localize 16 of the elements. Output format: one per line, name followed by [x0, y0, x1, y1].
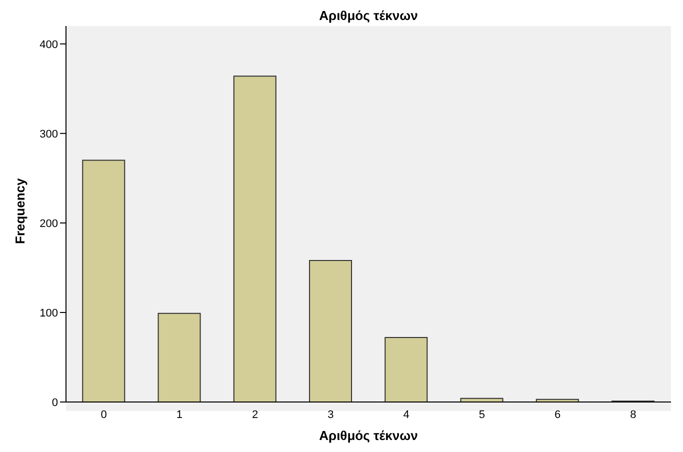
y-tick-label: 200	[40, 218, 58, 230]
x-tick-label: 3	[328, 408, 334, 421]
x-tick-label: 6	[554, 408, 561, 421]
chart-title: Αριθμός τέκνων	[318, 8, 419, 23]
x-tick-label: 5	[478, 408, 485, 421]
y-tick-label: 400	[40, 38, 58, 51]
x-tick-label: 1	[176, 408, 182, 421]
y-tick-label: 0	[52, 396, 58, 409]
x-tick-label: 0	[100, 408, 107, 421]
x-tick-label: 2	[252, 408, 258, 421]
x-tick-label: 8	[630, 408, 636, 421]
y-axis-title: Frequency	[12, 177, 28, 244]
x-axis-title: Αριθμός τέκνων	[319, 428, 418, 443]
x-tick-label: 4	[403, 408, 410, 421]
y-tick-label: 100	[40, 307, 58, 320]
y-tick-label: 300	[40, 128, 58, 140]
